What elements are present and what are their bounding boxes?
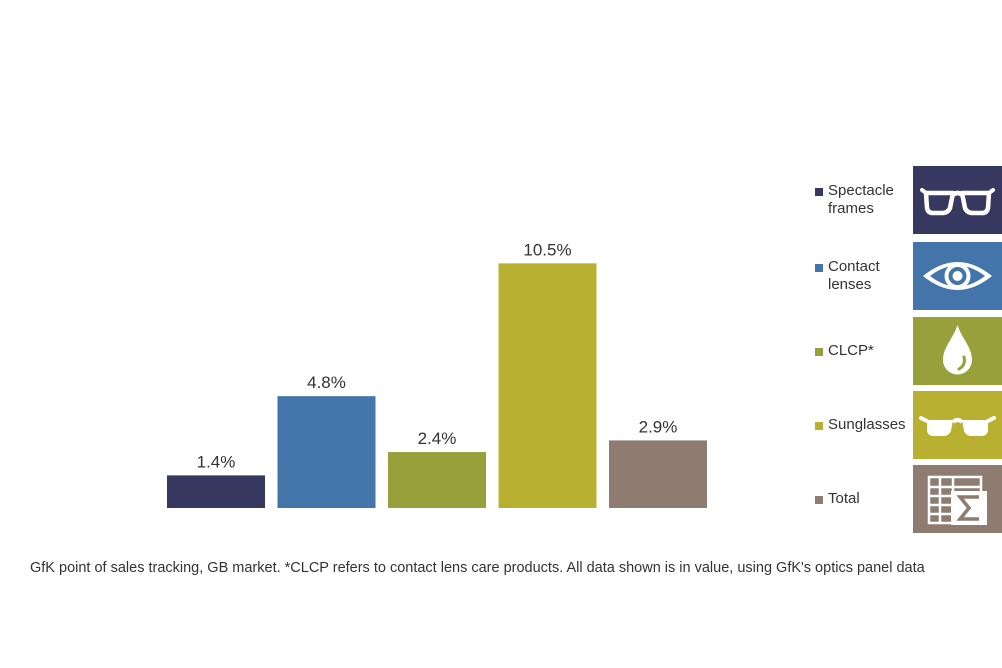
legend-swatch bbox=[815, 348, 823, 356]
legend-item: Contact lenses bbox=[815, 242, 1002, 310]
legend-item: Spectacle frames bbox=[815, 166, 1002, 234]
glasses-icon bbox=[913, 166, 1002, 234]
legend-label-line: frames bbox=[828, 200, 874, 217]
legend-item: Sunglasses bbox=[815, 391, 1002, 459]
footnote: GfK point of sales tracking, GB market. … bbox=[30, 560, 925, 576]
legend-swatch bbox=[815, 188, 823, 196]
legend-label-line: Spectacle bbox=[828, 182, 894, 199]
legend-label: Total bbox=[828, 490, 912, 508]
legend-item: CLCP* bbox=[815, 317, 1002, 385]
legend-label: CLCP* bbox=[828, 342, 912, 360]
legend-label: Contact lenses bbox=[828, 258, 912, 294]
bar-spectacle-frames bbox=[167, 475, 265, 508]
legend-label-line: lenses bbox=[828, 276, 872, 293]
sum-table-icon bbox=[913, 465, 1002, 533]
bar-contact-lenses bbox=[277, 396, 376, 508]
bar-sunglasses bbox=[498, 263, 597, 508]
legend-item: Total bbox=[815, 465, 1002, 533]
legend-label: Spectacle frames bbox=[828, 182, 912, 218]
data-label: 10.5% bbox=[523, 240, 571, 259]
bar-clcp bbox=[388, 452, 486, 508]
legend-label: Sunglasses bbox=[828, 416, 912, 434]
legend-label-line: CLCP* bbox=[828, 342, 874, 359]
sunglasses-icon bbox=[913, 391, 1002, 459]
legend-swatch bbox=[815, 496, 823, 504]
bar-total bbox=[609, 440, 707, 508]
data-label: 4.8% bbox=[307, 373, 346, 392]
legend-swatch bbox=[815, 264, 823, 272]
legend-label-line: Contact bbox=[828, 258, 880, 275]
eye-icon bbox=[913, 242, 1002, 310]
legend-swatch bbox=[815, 422, 823, 430]
legend-label-line: Sunglasses bbox=[828, 416, 906, 433]
legend-label-line: Total bbox=[828, 490, 860, 507]
drop-icon bbox=[913, 317, 1002, 385]
data-label: 1.4% bbox=[197, 452, 236, 471]
data-label: 2.4% bbox=[418, 429, 457, 448]
bar-chart: 1.4% 4.8% 2.4% 10.5% 2.9% bbox=[167, 240, 707, 508]
data-label: 2.9% bbox=[639, 417, 678, 436]
